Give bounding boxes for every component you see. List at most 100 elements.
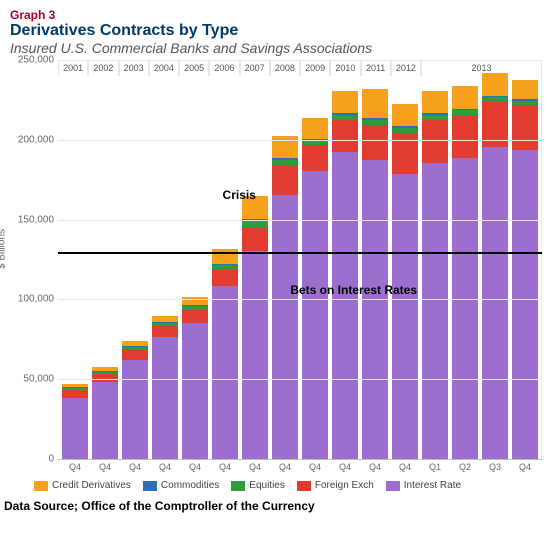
bar bbox=[92, 367, 118, 459]
annotation-label: Crisis bbox=[223, 188, 256, 202]
y-tick-label: 200,000 bbox=[12, 134, 54, 145]
x-tick-label: Q1 bbox=[422, 462, 448, 472]
y-tick-label: 150,000 bbox=[12, 214, 54, 225]
bar bbox=[362, 89, 388, 459]
bar-segment bbox=[92, 382, 118, 459]
bar-segment bbox=[302, 118, 328, 139]
y-tick-label: 100,000 bbox=[12, 294, 54, 305]
legend-label: Credit Derivatives bbox=[52, 480, 131, 491]
x-tick-label: Q4 bbox=[212, 462, 238, 472]
bar-segment bbox=[122, 360, 148, 459]
annotation-label: Bets on Interest Rates bbox=[290, 283, 417, 297]
bar-segment bbox=[512, 80, 538, 99]
bar bbox=[512, 80, 538, 459]
bar bbox=[182, 297, 208, 459]
chart-container: Graph 3 Derivatives Contracts by Type In… bbox=[0, 0, 558, 497]
bar-segment bbox=[212, 270, 238, 286]
bar-segment bbox=[212, 286, 238, 459]
chart-title: Derivatives Contracts by Type bbox=[10, 22, 548, 40]
legend-item: Commodities bbox=[143, 480, 219, 491]
legend-label: Equities bbox=[249, 480, 285, 491]
x-tick-label: Q4 bbox=[272, 462, 298, 472]
y-tick-label: 250,000 bbox=[12, 55, 54, 66]
legend-swatch bbox=[34, 481, 48, 491]
legend-swatch bbox=[231, 481, 245, 491]
bar bbox=[422, 91, 448, 459]
legend-label: Interest Rate bbox=[404, 480, 461, 491]
legend-item: Credit Derivatives bbox=[34, 480, 131, 491]
legend-item: Equities bbox=[231, 480, 285, 491]
x-tick-label: Q4 bbox=[242, 462, 268, 472]
legend-item: Foreign Exch bbox=[297, 480, 374, 491]
bar-segment bbox=[422, 91, 448, 113]
bar-segment bbox=[362, 89, 388, 118]
bar-segment bbox=[392, 104, 418, 126]
bar bbox=[152, 316, 178, 459]
plot-area: 2001200220032004200520062007200820092010… bbox=[58, 60, 542, 460]
legend-label: Foreign Exch bbox=[315, 480, 374, 491]
x-tick-label: Q4 bbox=[62, 462, 88, 472]
x-tick-label: Q4 bbox=[392, 462, 418, 472]
graph-number: Graph 3 bbox=[10, 8, 548, 22]
legend: Credit Derivatives Commodities Equities For… bbox=[34, 478, 548, 497]
bar-segment bbox=[272, 166, 298, 195]
x-tick-label: Q3 bbox=[482, 462, 508, 472]
x-tick-label: Q4 bbox=[182, 462, 208, 472]
x-tick-label: Q4 bbox=[122, 462, 148, 472]
bar-segment bbox=[512, 105, 538, 150]
x-tick-label: Q4 bbox=[512, 462, 538, 472]
bar-segment bbox=[362, 125, 388, 160]
bar-segment bbox=[242, 227, 268, 251]
bar-segment bbox=[392, 174, 418, 459]
bar-segment bbox=[302, 145, 328, 171]
chart-subtitle: Insured U.S. Commercial Banks and Saving… bbox=[10, 40, 548, 56]
bar-segment bbox=[362, 160, 388, 459]
x-tick-label: Q4 bbox=[302, 462, 328, 472]
bar-segment bbox=[242, 251, 268, 459]
bar-segment bbox=[62, 390, 88, 398]
bar bbox=[452, 86, 478, 459]
bar-segment bbox=[122, 350, 148, 360]
legend-swatch bbox=[143, 481, 157, 491]
bar-segment bbox=[332, 152, 358, 459]
y-tick-label: 50,000 bbox=[12, 374, 54, 385]
bar-segment bbox=[152, 326, 178, 337]
bar bbox=[212, 249, 238, 459]
bar-segment bbox=[512, 150, 538, 459]
x-tick-label: Q4 bbox=[92, 462, 118, 472]
y-tick-label: 0 bbox=[12, 454, 54, 465]
bar-segment bbox=[452, 86, 478, 108]
bar bbox=[122, 341, 148, 459]
legend-item: Interest Rate bbox=[386, 480, 461, 491]
bar-segment bbox=[152, 337, 178, 459]
bar-segment bbox=[272, 195, 298, 459]
bar-segment bbox=[182, 297, 208, 305]
bar bbox=[62, 384, 88, 459]
legend-swatch bbox=[386, 481, 400, 491]
bar-segment bbox=[482, 147, 508, 459]
legend-swatch bbox=[297, 481, 311, 491]
y-axis-label: $ Billions bbox=[0, 228, 8, 268]
x-axis-labels: Q4 Q4 Q4 Q4 Q4 Q4 Q4 Q4 Q4 Q4 Q4 Q4 Q1 Q2 Q3 Q4 bbox=[58, 460, 542, 478]
legend-label: Commodities bbox=[161, 480, 219, 491]
bar-segment bbox=[482, 73, 508, 95]
reference-line bbox=[58, 252, 542, 254]
bar-segment bbox=[422, 163, 448, 459]
bar bbox=[242, 196, 268, 459]
bar-segment bbox=[302, 171, 328, 459]
data-source-footer: Data Source; Office of the Comptroller o… bbox=[0, 497, 558, 521]
bars-group bbox=[58, 60, 542, 459]
bar-segment bbox=[62, 398, 88, 459]
bar-segment bbox=[182, 310, 208, 323]
x-tick-label: Q4 bbox=[332, 462, 358, 472]
bar-segment bbox=[182, 323, 208, 459]
bar bbox=[332, 91, 358, 459]
x-tick-label: Q2 bbox=[452, 462, 478, 472]
bar-segment bbox=[422, 120, 448, 163]
x-tick-label: Q4 bbox=[152, 462, 178, 472]
bar-segment bbox=[452, 158, 478, 459]
bar-segment bbox=[452, 115, 478, 158]
x-tick-label: Q4 bbox=[362, 462, 388, 472]
bar-segment bbox=[332, 91, 358, 113]
bar-segment bbox=[332, 120, 358, 152]
